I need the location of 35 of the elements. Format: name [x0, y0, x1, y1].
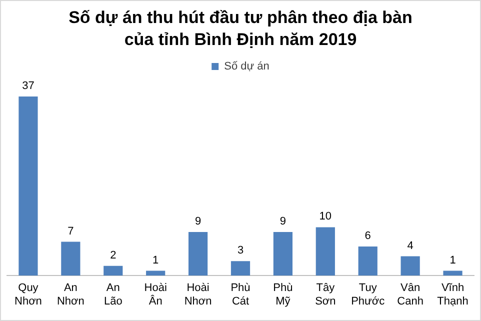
x-tick-label: Phù Mỹ — [273, 282, 293, 308]
data-label: 2 — [110, 249, 116, 262]
x-tick-label: An Nhơn — [56, 282, 84, 308]
bar — [443, 270, 462, 276]
bar — [273, 232, 293, 276]
bar — [104, 266, 123, 276]
data-label: 3 — [237, 244, 244, 257]
data-label: 37 — [22, 80, 34, 92]
data-label: 1 — [450, 254, 456, 266]
data-label: 7 — [68, 225, 74, 238]
x-tick-label: Tây Sơn — [315, 282, 336, 308]
bar — [358, 246, 378, 276]
x-tick-label: Hoài Nhơn — [184, 282, 212, 308]
data-label: 4 — [407, 240, 414, 252]
data-label: 9 — [280, 216, 286, 228]
x-tick-label: Hoài Ân — [144, 282, 167, 308]
x-tick-label: Phù Cát — [230, 282, 250, 308]
x-tick-label: Vĩnh Thạnh — [437, 282, 468, 308]
data-label: 1 — [152, 254, 159, 266]
bar — [18, 96, 38, 276]
data-label: 9 — [194, 216, 202, 228]
bar — [61, 242, 80, 276]
data-label: 6 — [364, 230, 371, 242]
bar — [316, 227, 335, 276]
x-tick-label: Vân Canh — [397, 282, 424, 308]
bar — [230, 261, 250, 276]
chart-title: Số dự án thu hút đầu tư phân theo địa bàn của tỉnh Bình Định năm 2019 — [68, 7, 414, 51]
bar — [146, 270, 166, 276]
legend-label: Số dự án — [224, 60, 270, 73]
data-label: 10 — [319, 210, 332, 223]
bar — [400, 256, 420, 276]
x-tick-label: Quy Nhơn — [14, 282, 42, 308]
x-tick-label: An Lão — [104, 282, 122, 308]
bar — [188, 232, 208, 276]
x-tick-label: Tuy Phước — [351, 282, 386, 308]
